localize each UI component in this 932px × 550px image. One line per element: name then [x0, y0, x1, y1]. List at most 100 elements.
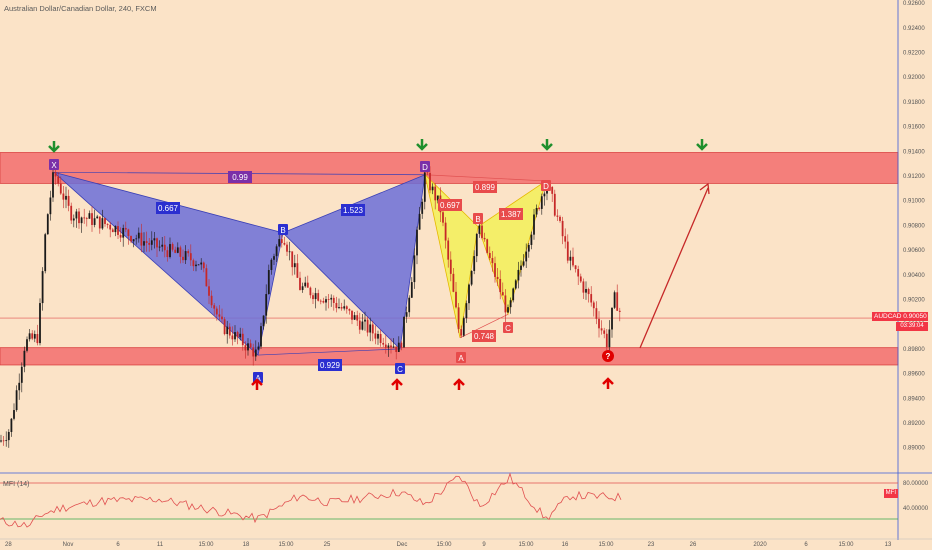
candle-body	[470, 270, 473, 285]
time-tick-label: 11	[157, 542, 164, 548]
pattern-2-point-d4-text: D	[543, 182, 549, 191]
candle-body	[592, 302, 595, 309]
time-tick-label: 9	[482, 542, 486, 548]
candle-body	[600, 328, 603, 331]
candle-body	[543, 193, 546, 197]
candle-body	[275, 246, 278, 257]
pattern-1-ratio-2-text: 1.523	[343, 206, 364, 215]
price-tick-label: 0.91200	[903, 174, 925, 180]
candle-body	[353, 315, 356, 320]
candle-body	[111, 229, 114, 233]
current-price-tag: AUDCAD 0.90050	[872, 312, 928, 321]
candle-body	[306, 282, 309, 288]
buy-arrow-0-head	[251, 378, 263, 386]
candle-body	[605, 333, 608, 348]
candle-body	[137, 232, 140, 239]
pattern-2-ratio-3-box	[473, 181, 497, 193]
pattern-2-point-d4: D	[541, 180, 551, 191]
candle-body	[410, 282, 413, 298]
pattern-1-xab-triangle	[53, 171, 284, 356]
candle-body	[169, 244, 171, 258]
price-tick-label: 0.92000	[903, 75, 925, 81]
time-tick-label: 15:00	[278, 542, 294, 548]
candle-body	[449, 259, 452, 274]
candle-body	[197, 264, 200, 266]
price-tick-label: 0.90800	[903, 223, 925, 229]
candle-body	[23, 350, 26, 367]
pattern-1-ratio-1: 0.929	[318, 359, 342, 371]
pattern-2-ratio-3-text: 0.899	[475, 183, 496, 192]
pattern-2-ratio-0-text: 0.697	[440, 201, 461, 210]
pattern-1-point-d-text: D	[422, 163, 428, 172]
candle-body	[127, 229, 130, 237]
time-tick-label: 15:00	[436, 542, 452, 548]
candle-body	[340, 307, 343, 309]
candle-body	[88, 213, 91, 219]
candle-body	[273, 256, 275, 260]
candle-body	[418, 213, 421, 230]
candle-body	[452, 273, 455, 292]
candle-body	[358, 320, 361, 330]
time-tick-label: 6	[804, 542, 808, 548]
candle-body	[299, 277, 301, 290]
pattern-2-ratio-2-text: 1.387	[501, 210, 522, 219]
candle-body	[85, 218, 88, 219]
candle-body	[135, 238, 138, 240]
chart-title: Australian Dollar/Canadian Dollar, 240, …	[4, 4, 157, 13]
pattern-1-point-d-box	[420, 161, 430, 172]
candle-body	[106, 223, 109, 225]
candle-body	[309, 287, 312, 296]
candle-body	[525, 251, 528, 262]
pattern-1-ratio-0: 0.667	[156, 202, 180, 214]
candle-body	[83, 217, 86, 219]
pattern-2-bcd-triangle	[477, 179, 547, 316]
mfi-level-80-label: 80.00000	[903, 481, 929, 487]
candle-body	[444, 222, 447, 241]
candle-body	[314, 293, 317, 300]
candle-body	[540, 196, 543, 209]
time-tick-label: 13	[885, 542, 892, 548]
candle-body	[613, 292, 616, 308]
candle-body	[499, 278, 502, 293]
candle-body	[291, 251, 294, 268]
pattern-2-ratio-2: 1.387	[499, 208, 523, 220]
candle-body	[179, 247, 182, 257]
candle-body	[397, 342, 400, 352]
candle-body	[171, 244, 174, 250]
candle-body	[595, 308, 598, 319]
candle-body	[319, 300, 322, 302]
candle-body	[488, 252, 491, 259]
price-axis-ticks: 0.92600 0.92400 0.92200 0.92000 0.91800 0.916…	[903, 1, 925, 452]
candle-body	[312, 295, 314, 300]
candle-body	[2, 440, 5, 442]
candle-body	[481, 225, 483, 238]
candle-body	[618, 310, 621, 312]
candle-body	[189, 253, 192, 261]
pattern-1-ratio-3-text: 0.99	[232, 173, 248, 182]
candle-body	[195, 264, 197, 267]
candle-body	[387, 345, 390, 348]
candle-body	[332, 297, 335, 303]
time-tick-label: Dec	[397, 542, 408, 548]
candle-body	[486, 239, 489, 253]
pattern-2-ratio-0: 0.697	[438, 199, 462, 211]
candle-body	[161, 244, 164, 247]
candle-body	[442, 212, 444, 223]
candle-body	[301, 286, 304, 290]
candle-body	[364, 319, 366, 322]
candle-body	[202, 262, 205, 269]
candle-body	[504, 295, 507, 313]
candle-body	[587, 288, 590, 295]
candle-body	[283, 242, 286, 245]
candle-body	[377, 333, 379, 339]
candle-body	[462, 318, 465, 336]
price-tick-label: 0.89600	[903, 372, 925, 378]
candle-body	[150, 240, 153, 245]
current-symbol: AUDCAD	[874, 313, 902, 320]
price-tick-label: 0.90400	[903, 273, 925, 279]
candle-body	[93, 218, 96, 225]
price-tick-label: 0.92600	[903, 1, 925, 7]
indicator-label: MFI (14)	[3, 481, 30, 488]
